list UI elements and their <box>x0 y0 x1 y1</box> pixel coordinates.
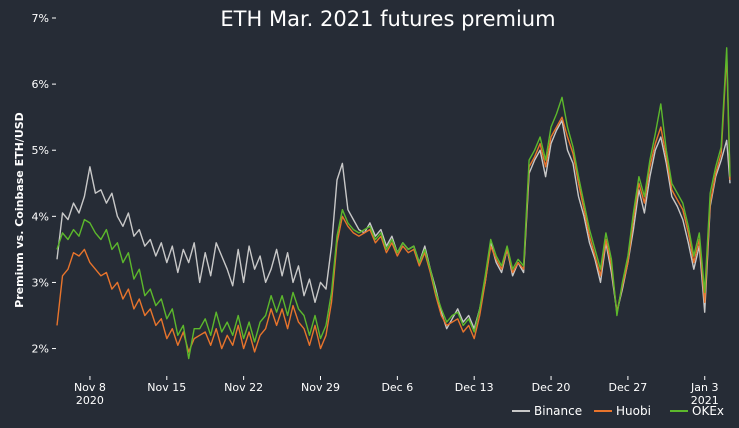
y-tick-label: 3% <box>32 276 49 289</box>
chart-title: ETH Mar. 2021 futures premium <box>220 7 555 31</box>
x-tick-label: Nov 8 <box>74 381 106 394</box>
x-tick-label: Dec 20 <box>532 381 571 394</box>
x-tick-label: Jan 3 <box>690 381 718 394</box>
x-tick-label: Dec 13 <box>455 381 494 394</box>
y-tick-label: 7% <box>32 12 49 25</box>
x-tick-year-label: 2020 <box>76 394 104 407</box>
x-tick-label: Nov 29 <box>301 381 340 394</box>
y-axis: 2% 3% 4% 5% 6% 7% <box>32 12 56 356</box>
x-tick-label: Nov 15 <box>147 381 186 394</box>
series-line-okex <box>56 47 731 360</box>
series-line-binance <box>56 119 731 330</box>
x-tick-label: Dec 27 <box>609 381 648 394</box>
series-line-huobi <box>56 53 731 353</box>
plot-area <box>56 47 731 360</box>
x-tick-label: Nov 22 <box>224 381 263 394</box>
y-axis-label: Premium vs. Coinbase ETH/USD <box>13 112 26 308</box>
x-tick-label: Dec 6 <box>381 381 413 394</box>
legend: Binance Huobi OKEx <box>512 404 724 418</box>
y-tick-label: 5% <box>32 144 49 157</box>
legend-label-okex: OKEx <box>692 404 724 418</box>
x-tick-year-label: 2021 <box>691 394 719 407</box>
legend-label-binance: Binance <box>534 404 582 418</box>
y-tick-label: 4% <box>32 210 49 223</box>
y-tick-label: 2% <box>32 343 49 356</box>
y-tick-label: 6% <box>32 78 49 91</box>
legend-label-huobi: Huobi <box>616 404 651 418</box>
